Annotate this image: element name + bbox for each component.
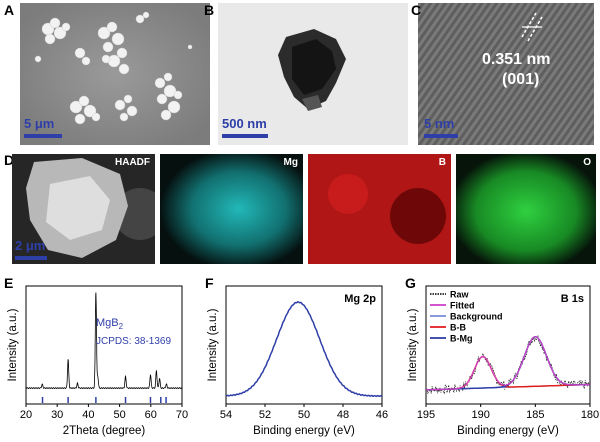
f-x-tick-label: 54 [220,409,232,421]
e-annotation-ref: JCPDS: 38-1369 [96,336,171,347]
f-x-tick-label: 46 [376,409,388,421]
lattice-plane-text: (001) [502,71,540,88]
panel-e-letter: E [4,275,14,291]
f-mg2p-trace [225,301,383,398]
map-label-haadf: HAADF [115,157,150,168]
panel-b-letter: B [204,2,215,18]
map-label-b: B [438,157,446,168]
g-legend-label: Background [450,312,503,322]
tem-particle [218,3,408,145]
panel-f-xps-mg2p-chart: 54 52 50 48 46 Binding energy (eV) Intensity (… [207,285,388,437]
panel-a-scale-bar [24,134,62,138]
o-map-image [456,154,596,264]
e-x-tick-label: 30 [51,409,63,421]
g-annotation: B 1s [561,293,584,305]
e-annotation-phase: MgB2 [96,317,124,331]
panel-e-xrd-chart: 20 30 40 50 60 70 2Theta (degree) Intensity (a.… [7,285,188,437]
e-x-tick-label: 60 [145,409,157,421]
e-x-tick-label: 70 [176,409,188,421]
f-x-tick-label: 50 [298,409,310,421]
panel-c-hrtem-image: 0.351 nm (001) 5 nm [418,3,594,145]
g-legend-label: Fitted [450,301,475,311]
lattice-spacing-text: 0.351 nm [482,51,551,68]
lattice-fringes [418,3,594,145]
f-x-tick-label: 48 [337,409,349,421]
panel-d-scale-text: 2 μm [15,238,46,253]
f-annotation: Mg 2p [344,293,376,305]
b-map-image [308,154,451,264]
e-x-tick-label: 50 [113,409,125,421]
map-label-mg: Mg [283,157,298,168]
panel-c-letter: C [411,2,422,18]
panel-c-scale-text: 5 nm [424,116,455,131]
panel-d-letter: D [4,152,15,168]
e-plot-frame [25,285,183,405]
g-x-tick-label: 190 [471,409,489,421]
e-x-axis-label: 2Theta (degree) [63,425,146,437]
map-mg: Mg [160,154,303,264]
g-x-tick-label: 180 [581,409,599,421]
panel-f-letter: F [205,275,214,291]
map-o: O [456,154,596,264]
g-legend-label: Raw [450,290,470,300]
mg-map-image [160,154,303,264]
g-y-axis-label: Intensity (a.u.) [407,308,419,381]
panel-b-tem-image: 500 nm [218,3,408,145]
e-xrd-trace [25,292,183,390]
g-fitted-trace [426,336,590,391]
g-legend-label: B-Mg [450,334,473,344]
haadf-image [12,154,155,264]
sem-particles [20,3,210,145]
panel-d-scale-bar [15,256,47,260]
g-x-axis-label: Binding energy (eV) [457,425,559,437]
panel-b-scale-bar [222,134,268,138]
g-x-tick-label: 195 [417,409,435,421]
f-x-axis-label: Binding energy (eV) [253,425,355,437]
panel-a-sem-image: A 5 μm [20,3,210,145]
e-annotation-phase-subscript: 2 [119,322,124,331]
map-label-o: O [583,157,591,168]
panel-b-scale-text: 500 nm [222,116,267,131]
panel-g-letter: G [405,275,416,291]
g-plot-frame [425,285,591,405]
map-b: B [308,154,451,264]
f-x-tick-label: 52 [259,409,271,421]
panel-a-scale-text: 5 μm [24,116,55,131]
panel-c-scale-bar [424,134,458,138]
e-y-axis-label: Intensity (a.u.) [7,308,19,381]
map-haadf: HAADF 2 μm [12,154,155,264]
f-y-axis-label: Intensity (a.u.) [207,308,219,381]
e-x-tick-label: 20 [20,409,32,421]
panel-g-xps-b1s-chart: 195 190 185 180 Binding energy (eV) Intensity… [407,285,599,437]
e-x-tick-label: 40 [82,409,94,421]
g-x-tick-label: 185 [526,409,544,421]
panel-a-letter: A [4,2,15,18]
g-legend-label: B-B [450,323,466,333]
